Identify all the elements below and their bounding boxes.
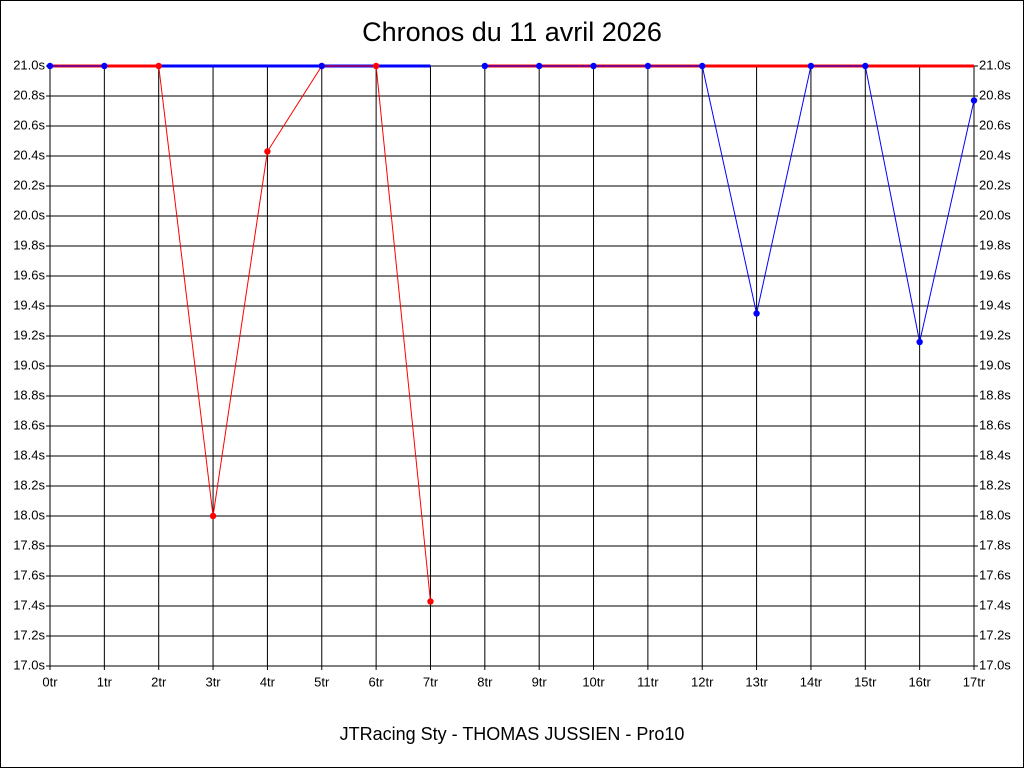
y2-tick-label: 18.4s <box>979 447 1011 462</box>
x-tick-label: 5tr <box>314 674 330 689</box>
marker <box>155 62 162 70</box>
x-tick-label: 2tr <box>151 674 167 689</box>
x-tick-label: 7tr <box>423 674 439 689</box>
y2-tick-label: 18.8s <box>979 387 1011 402</box>
y-tick-label: 17.2s <box>13 627 45 642</box>
x-tick-label: 10tr <box>582 674 605 689</box>
marker <box>318 62 325 70</box>
y-tick-label: 20.2s <box>13 177 45 192</box>
x-tick-label: 12tr <box>691 674 714 689</box>
y2-tick-label: 21.0s <box>979 57 1011 72</box>
y-tick-label: 19.0s <box>13 357 45 372</box>
y2-tick-label: 17.8s <box>979 537 1011 552</box>
marker <box>970 97 978 104</box>
marker <box>101 62 108 70</box>
y2-tick-label: 17.2s <box>979 627 1011 642</box>
y2-tick-label: 20.2s <box>979 177 1011 192</box>
marker <box>372 62 380 70</box>
y2-tick-label: 20.0s <box>979 207 1011 222</box>
y2-tick-label: 19.4s <box>979 297 1011 312</box>
x-tick-label: 14tr <box>800 674 823 689</box>
x-tick-label: 0tr <box>42 674 58 689</box>
y-tick-label: 17.4s <box>13 597 45 612</box>
y2-tick-label: 17.6s <box>979 567 1011 582</box>
y-tick-label: 18.0s <box>13 507 45 522</box>
x-tick-label: 15tr <box>854 674 877 689</box>
y-tick-label: 17.8s <box>13 537 45 552</box>
marker <box>699 62 706 70</box>
marker <box>46 62 54 70</box>
marker <box>862 62 869 70</box>
y2-tick-label: 17.0s <box>979 657 1011 672</box>
marker <box>535 62 543 70</box>
x-tick-label: 8tr <box>477 674 493 689</box>
marker <box>644 62 652 70</box>
series-line <box>158 65 431 602</box>
y-tick-label: 19.2s <box>13 327 45 342</box>
y2-tick-label: 19.2s <box>979 327 1011 342</box>
y2-tick-label: 18.2s <box>979 477 1011 492</box>
marker <box>807 62 815 70</box>
marker <box>264 148 271 155</box>
y-tick-label: 20.6s <box>13 117 45 132</box>
y-tick-label: 17.6s <box>13 567 45 582</box>
y-tick-label: 19.8s <box>13 237 45 252</box>
x-tick-label: 1tr <box>97 674 113 689</box>
y-tick-label: 19.6s <box>13 267 45 282</box>
y2-tick-label: 17.4s <box>979 597 1011 612</box>
y2-tick-label: 20.6s <box>979 117 1011 132</box>
y-tick-label: 17.0s <box>13 657 45 672</box>
marker <box>916 338 923 346</box>
x-tick-label: 9tr <box>532 674 548 689</box>
y-tick-label: 18.8s <box>13 387 45 402</box>
y2-tick-label: 18.0s <box>979 507 1011 522</box>
marker <box>753 310 760 317</box>
y-tick-label: 20.8s <box>13 87 45 102</box>
x-tick-label: 4tr <box>260 674 276 689</box>
x-tick-label: 16tr <box>908 674 931 689</box>
y2-tick-label: 18.6s <box>979 417 1011 432</box>
y-tick-label: 18.4s <box>13 447 45 462</box>
series-line <box>50 65 975 343</box>
marker <box>590 62 597 70</box>
y-tick-label: 19.4s <box>13 297 45 312</box>
x-tick-label: 6tr <box>369 674 385 689</box>
y2-tick-label: 20.4s <box>979 147 1011 162</box>
marker <box>427 598 434 605</box>
chart-title: Chronos du 11 avril 2026 <box>362 17 662 47</box>
x-tick-label: 17tr <box>963 674 986 689</box>
y-tick-label: 18.2s <box>13 477 45 492</box>
y-tick-label: 20.4s <box>13 147 45 162</box>
marker <box>209 512 217 520</box>
x-axis-label: JTRacing Sty - THOMAS JUSSIEN - Pro10 <box>340 724 685 744</box>
x-tick-label: 11tr <box>637 674 659 689</box>
y-tick-label: 18.6s <box>13 417 45 432</box>
x-tick-label: 13tr <box>745 674 768 689</box>
y2-tick-label: 20.8s <box>979 87 1011 102</box>
x-tick-label: 3tr <box>205 674 221 689</box>
y-tick-label: 20.0s <box>13 207 45 222</box>
y2-tick-label: 19.6s <box>979 267 1011 282</box>
marker <box>481 62 489 70</box>
y2-tick-label: 19.0s <box>979 357 1011 372</box>
y-tick-label: 21.0s <box>13 57 45 72</box>
y2-tick-label: 19.8s <box>979 237 1011 252</box>
